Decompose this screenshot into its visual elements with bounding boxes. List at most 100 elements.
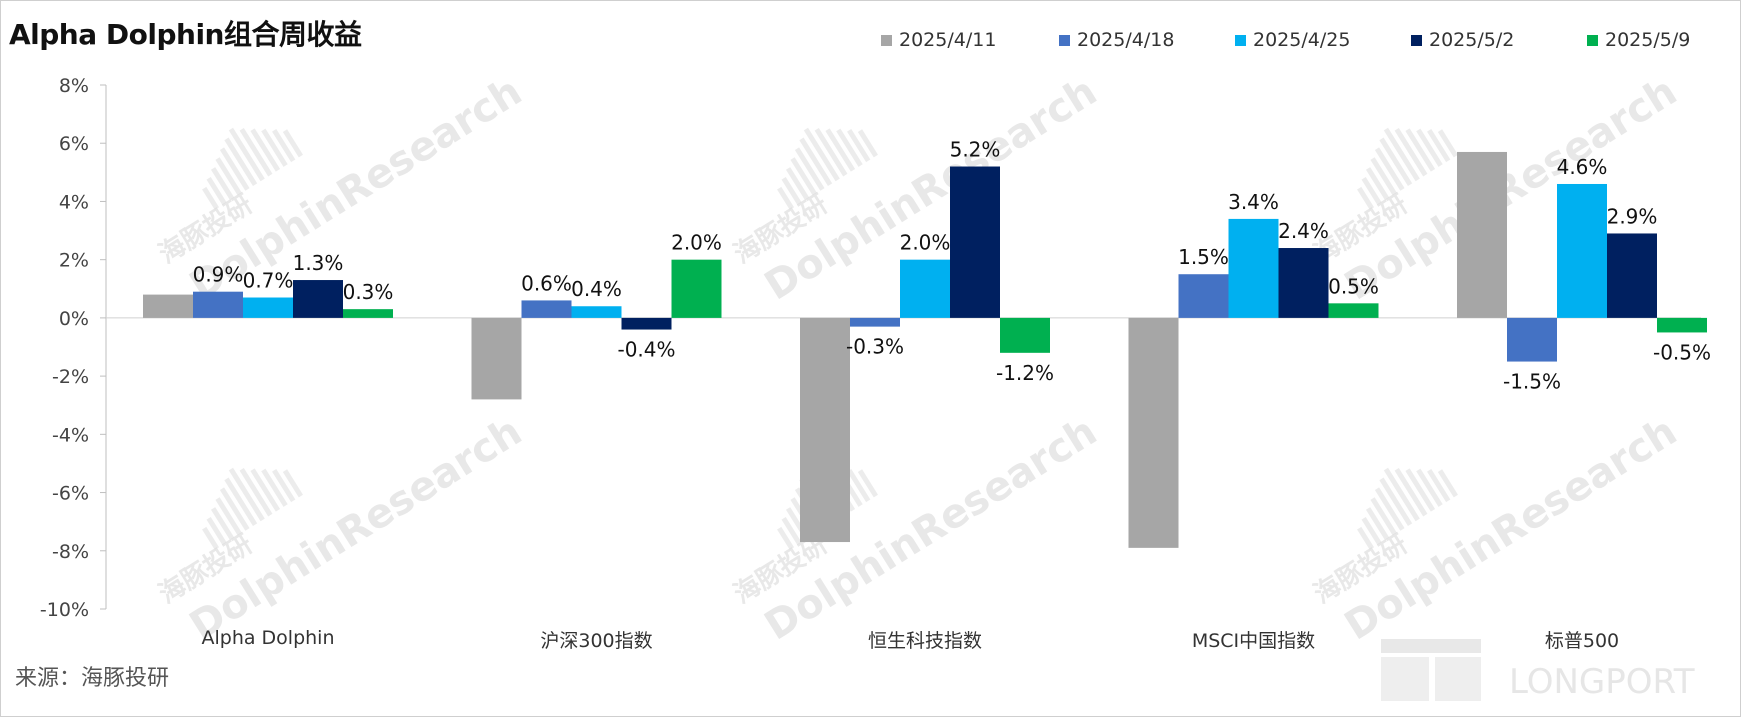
bar (521, 300, 572, 318)
bar (1328, 303, 1379, 318)
category-label: MSCI中国指数 (1192, 630, 1315, 652)
watermark-stripe (794, 147, 825, 191)
watermark-stripe (1379, 477, 1413, 526)
legend-swatch (1059, 34, 1070, 46)
y-tick-label: -2% (52, 366, 89, 388)
watermark-stripe (1394, 128, 1428, 177)
y-tick-label: 8% (59, 75, 89, 97)
bar (1000, 317, 1050, 353)
y-tick-label: -4% (52, 424, 89, 446)
bar (343, 309, 393, 318)
watermark-stripe (210, 167, 235, 201)
watermark-stripe (803, 127, 840, 182)
bar (1457, 151, 1507, 318)
watermark-stripe (790, 157, 817, 196)
y-tick-label: -10% (40, 599, 89, 621)
data-label: 0.6% (521, 271, 572, 295)
watermark-stripe (1427, 128, 1451, 163)
watermark-stripe (1379, 137, 1413, 186)
data-label: 0.5% (1328, 274, 1379, 298)
watermark-stripe (1437, 469, 1458, 498)
watermark-stripe (1361, 516, 1382, 546)
chart-title: Alpha Dolphin组合周收益 (9, 18, 362, 51)
legend-swatch (1587, 34, 1598, 46)
bar (193, 291, 243, 318)
watermark-stripe (282, 469, 303, 498)
watermark-stripe (206, 516, 227, 546)
watermark-stripe (239, 128, 273, 177)
bar (621, 317, 672, 330)
watermark-stripe (781, 176, 802, 206)
data-label: 0.7% (243, 269, 294, 293)
data-label: 1.5% (1178, 245, 1229, 269)
watermark-stripe (836, 128, 863, 167)
y-tick-label: 6% (59, 133, 89, 155)
legend-label: 2025/5/2 (1429, 29, 1515, 51)
data-labels: 0.9% 0.7%1.3% 0.3% 0.6% 0.4% -0.4% 2.0% -0.3% 2.… (193, 138, 1711, 394)
bar (293, 280, 343, 318)
watermark-stripe (219, 487, 250, 531)
data-label: 5.2% (950, 138, 1001, 162)
y-tick-label: -8% (52, 541, 89, 563)
bars (143, 151, 1707, 548)
data-label: -0.4% (617, 338, 675, 362)
y-tick-label: 0% (59, 308, 89, 330)
watermark-stripe (1416, 468, 1443, 507)
watermark-stripe (1361, 176, 1382, 206)
watermark-stripe (1370, 497, 1397, 536)
watermark-stripe (210, 507, 235, 541)
watermark-stripe (219, 147, 250, 191)
bar (800, 317, 850, 543)
bar (1128, 317, 1179, 548)
legend-label: 2025/4/11 (899, 29, 997, 51)
watermark-stripe (1365, 167, 1390, 201)
y-tick-label: -6% (52, 483, 89, 505)
bar (1657, 317, 1707, 333)
watermark-stripe (1357, 526, 1375, 550)
bar (1607, 233, 1657, 318)
bar (900, 259, 950, 318)
bar (950, 166, 1000, 318)
legend-item: 2025/4/11 (881, 25, 996, 55)
watermark-stripe (261, 468, 288, 507)
bar (671, 259, 722, 318)
category-label: 恒生科技指数 (868, 630, 982, 652)
watermark-stripe (1374, 487, 1405, 531)
watermark-stripe (1405, 468, 1436, 512)
watermark-stripe (250, 468, 281, 512)
watermark-stripe (1405, 128, 1436, 172)
watermark-stripe (261, 128, 288, 167)
data-label: 0.9% (193, 263, 244, 287)
watermark-stripe (272, 468, 296, 503)
legend-item: 2025/4/25 (1235, 25, 1350, 55)
bar (143, 294, 193, 318)
legend-swatch (1235, 34, 1246, 46)
y-tick-label: 4% (59, 191, 89, 213)
data-label: 3.4% (1228, 190, 1279, 214)
category-labels: Alpha Dolphin 沪深300指数 恒生科技指数 MSCI中国指数 标普500 (201, 627, 1619, 652)
data-label: -0.3% (846, 335, 904, 359)
bar (1557, 183, 1607, 318)
watermark-stripe (239, 468, 273, 517)
watermark-stripe (202, 526, 220, 550)
watermark-stripe (215, 497, 242, 536)
watermark-stripe (202, 186, 220, 210)
watermark-stripe (781, 516, 802, 546)
watermark-stripe (847, 468, 871, 503)
watermark-stripe (272, 128, 296, 163)
bar (243, 297, 293, 318)
legend-label: 2025/4/25 (1253, 29, 1351, 51)
category-label: 沪深300指数 (540, 630, 652, 652)
data-label: 1.3% (293, 251, 344, 275)
legend-item: 2025/5/9 (1587, 25, 1690, 55)
watermark-stripe (1416, 128, 1443, 167)
watermark-stripe (777, 526, 795, 550)
bar (1178, 274, 1229, 318)
watermark-stripe (777, 186, 795, 210)
watermark-stripe (250, 128, 281, 172)
